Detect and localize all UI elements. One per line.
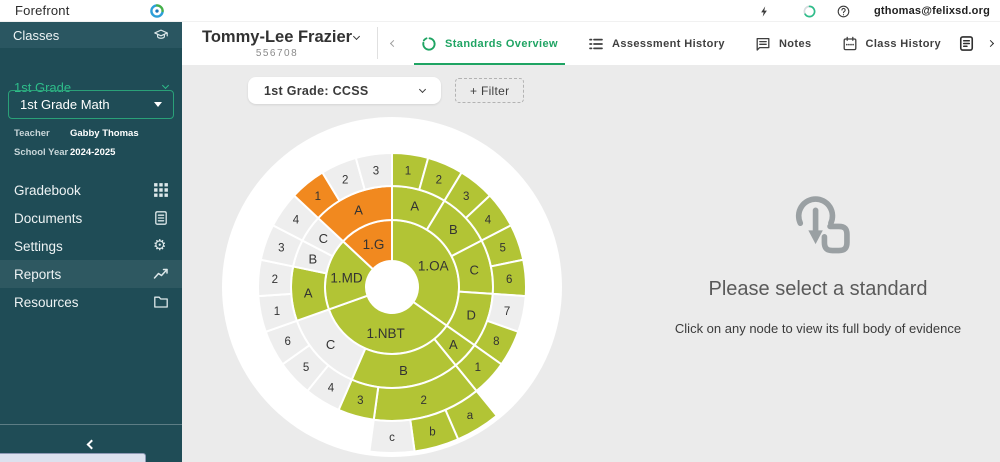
page-icon[interactable] <box>958 35 975 52</box>
tab-label: Standards Overview <box>445 37 558 50</box>
chevron-down-icon <box>161 81 170 90</box>
info-value: 2024-2025 <box>70 147 116 158</box>
empty-state-subtitle: Click on any node to view its full body … <box>674 320 962 336</box>
framework-select[interactable]: 1st Grade: CCSS <box>248 77 441 104</box>
sidebar-item-reports[interactable]: Reports <box>0 260 182 288</box>
chevron-left-icon <box>86 439 96 449</box>
user-email[interactable]: gthomas@felixsd.org <box>874 5 990 17</box>
info-value: Gabby Thomas <box>70 128 139 139</box>
sidebar-item-label: Resources <box>14 294 79 310</box>
tab-label: Notes <box>778 37 812 50</box>
sidebar-item-label: Gradebook <box>14 182 81 198</box>
grid-icon <box>153 182 169 198</box>
sidebar-menu: Gradebook Documents Settings ⚙ Reports Resour… <box>0 176 182 316</box>
doc-icon <box>153 210 169 226</box>
sunburst-icon <box>421 36 437 52</box>
folder-icon <box>153 294 169 310</box>
browser-status-tooltip <box>0 453 146 462</box>
calendar-icon <box>842 36 858 52</box>
add-filter-button[interactable]: + Filter <box>455 78 525 103</box>
tabs-list: Standards Overview Assessment History Note… <box>406 22 956 65</box>
sidebar-item-label: Documents <box>14 210 83 226</box>
tab-label: Class History <box>865 37 942 50</box>
topbar: Forefront gthomas@felixsd.org <box>0 0 1000 22</box>
tabs-overflow <box>958 35 1000 52</box>
tabs-scroll-right-button[interactable] <box>986 39 995 48</box>
chat-icon <box>755 36 771 52</box>
sidebar-divider <box>0 424 182 425</box>
empty-state-title: Please select a standard <box>708 277 928 300</box>
class-select[interactable]: 1st Grade Math <box>8 90 174 119</box>
info-label: Teacher <box>14 128 50 139</box>
lightning-icon[interactable] <box>758 5 770 18</box>
empty-state: Please select a standard Click on any no… <box>608 191 1000 336</box>
sunburst-node-standard-6[interactable] <box>489 258 528 298</box>
tab-class-history[interactable]: Class History <box>827 22 957 65</box>
tab-standards-overview[interactable]: Standards Overview <box>406 22 573 65</box>
sidebar-item-documents[interactable]: Documents <box>0 204 182 232</box>
tab-bar: Standards Overview Assessment History Note… <box>380 22 1000 65</box>
class-select-value: 1st Grade Math <box>20 97 110 112</box>
sidebar-item-settings[interactable]: Settings ⚙ <box>0 232 182 260</box>
info-label: School Year <box>14 147 69 158</box>
topbar-actions: gthomas@felixsd.org <box>758 0 990 22</box>
student-name: Tommy-Lee Frazier <box>202 28 353 46</box>
caret-down-icon <box>154 102 162 107</box>
forefront-logo <box>149 3 165 19</box>
sunburst-node-substandard-c[interactable] <box>368 418 416 454</box>
class-info-row: Teacher Gabby Thomas <box>14 128 174 139</box>
help-icon[interactable] <box>837 5 850 18</box>
sidebar-item-classes[interactable]: Classes <box>0 22 182 48</box>
class-info-row: School Year 2024-2025 <box>14 147 174 158</box>
chevron-down-icon <box>418 85 427 93</box>
class-info: Teacher Gabby Thomas School Year 2024-2025 <box>14 128 174 166</box>
sunburst-node-standard-3[interactable] <box>354 152 393 191</box>
tab-label: Assessment History <box>611 37 725 50</box>
graduation-cap-icon <box>153 27 169 43</box>
classes-label: Classes <box>13 27 60 43</box>
framework-select-value: 1st Grade: CCSS <box>264 83 369 98</box>
gear-icon: ⚙ <box>153 237 167 254</box>
timer-icon[interactable] <box>803 5 816 18</box>
tabs-scroll-left-button[interactable] <box>380 39 406 48</box>
sidebar-item-resources[interactable]: Resources <box>0 288 182 316</box>
sidebar-item-label: Settings <box>14 238 63 254</box>
tab-notes[interactable]: Notes <box>740 22 827 65</box>
tab-assessment-history[interactable]: Assessment History <box>573 22 740 65</box>
sidebar-item-label: Reports <box>14 266 62 282</box>
touch-select-icon <box>781 191 855 259</box>
student-header: Tommy-Lee Frazier 556708 Standards Overv… <box>182 22 1000 65</box>
standards-overview-panel: 1st Grade: CCSS + Filter 1.OA A 1 2 B 3 4 C 5 6 D 7… <box>182 65 1000 462</box>
trend-icon <box>153 266 169 282</box>
list-icon <box>588 36 604 52</box>
header-divider <box>377 27 378 59</box>
student-id: 556708 <box>255 48 299 59</box>
sidebar-item-gradebook[interactable]: Gradebook <box>0 176 182 204</box>
sidebar: Classes 1st Grade 1st Grade Math Teacher… <box>0 22 182 462</box>
brand-logo-text: Forefront <box>15 3 70 18</box>
student-selector[interactable]: Tommy-Lee Frazier 556708 <box>202 28 352 59</box>
sidebar-collapse-button[interactable] <box>0 434 182 454</box>
chevron-down-icon <box>352 32 361 41</box>
